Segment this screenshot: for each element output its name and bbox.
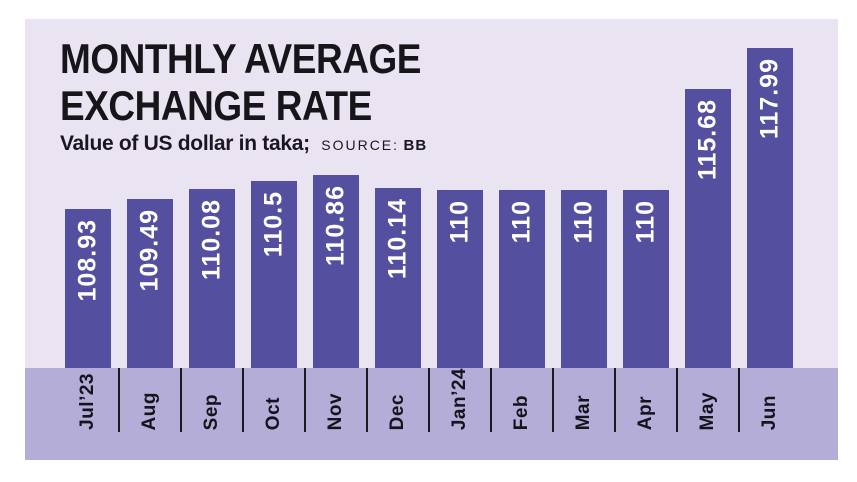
x-axis-tick — [304, 368, 306, 432]
bar-value-label: 110.08 — [197, 198, 226, 280]
x-axis-tick — [552, 368, 554, 432]
x-axis-label: Jun — [759, 394, 780, 430]
bar: 110.5 — [251, 181, 297, 368]
bar-value-label: 110.86 — [321, 184, 350, 266]
x-axis-label: Sep — [201, 393, 222, 430]
bar: 110.14 — [375, 187, 421, 368]
source-label: SOURCE: — [321, 137, 400, 153]
x-axis-label: Aug — [139, 391, 160, 430]
x-axis-label: Apr — [635, 395, 656, 430]
x-axis-label: Oct — [263, 396, 284, 430]
bar-value-label: 108.93 — [73, 219, 102, 302]
x-axis-label: Feb — [511, 394, 532, 430]
bar-value-label: 110.5 — [259, 191, 288, 258]
x-axis-tick — [428, 368, 430, 432]
chart-subtitle: Value of US dollar in taka; SOURCE: BB — [60, 132, 427, 156]
bar-value-label: 115.68 — [693, 99, 722, 181]
bar: 108.93 — [65, 209, 111, 368]
bar-value-label: 109.49 — [135, 209, 164, 292]
x-axis-label: Nov — [325, 392, 346, 430]
chart-title: MONTHLY AVERAGE EXCHANGE RATE — [60, 35, 421, 129]
x-axis-label: Jan’24 — [449, 367, 470, 430]
x-axis-tick — [676, 368, 678, 432]
bar: 109.49 — [127, 199, 173, 368]
chart-card: 108.93 109.49 110.08 110.5 110.86 110.14 110 11… — [25, 19, 838, 460]
x-axis-tick — [180, 368, 182, 432]
x-axis-tick — [490, 368, 492, 432]
bar-value-label: 110 — [631, 200, 660, 244]
source-value: BB — [403, 137, 428, 154]
bar: 110 — [499, 190, 545, 368]
chart-title-line1: MONTHLY AVERAGE — [60, 35, 422, 82]
x-axis-label: May — [697, 391, 718, 430]
x-axis-band: Jul’23 Aug Sep Oct Nov Dec Jan’24 Feb Mar Apr May J… — [25, 368, 838, 460]
x-axis-label: Dec — [387, 393, 408, 430]
bar: 110 — [437, 190, 483, 368]
x-axis-tick — [738, 368, 740, 432]
bar-value-label: 110 — [445, 200, 474, 244]
x-axis-tick — [242, 368, 244, 432]
chart-title-line2: EXCHANGE RATE — [60, 82, 372, 129]
x-axis-label: Mar — [573, 394, 594, 430]
bar: 110.86 — [313, 174, 359, 368]
bar: 115.68 — [685, 89, 731, 368]
bar-value-label: 117.99 — [755, 58, 784, 140]
x-axis-tick — [118, 368, 120, 432]
bar-value-label: 110 — [507, 200, 536, 244]
bar: 110.08 — [189, 188, 235, 368]
bar-value-label: 110 — [569, 200, 598, 244]
x-axis-tick — [614, 368, 616, 432]
x-axis-tick — [366, 368, 368, 432]
bar: 110 — [561, 190, 607, 368]
bar-value-label: 110.14 — [383, 197, 412, 279]
x-axis-label: Jul’23 — [77, 373, 98, 430]
bar: 117.99 — [747, 48, 793, 368]
bar: 110 — [623, 190, 669, 368]
subtitle-text: Value of US dollar in taka; — [60, 132, 310, 155]
bar-chart: 108.93 109.49 110.08 110.5 110.86 110.14 110 11… — [25, 19, 838, 460]
